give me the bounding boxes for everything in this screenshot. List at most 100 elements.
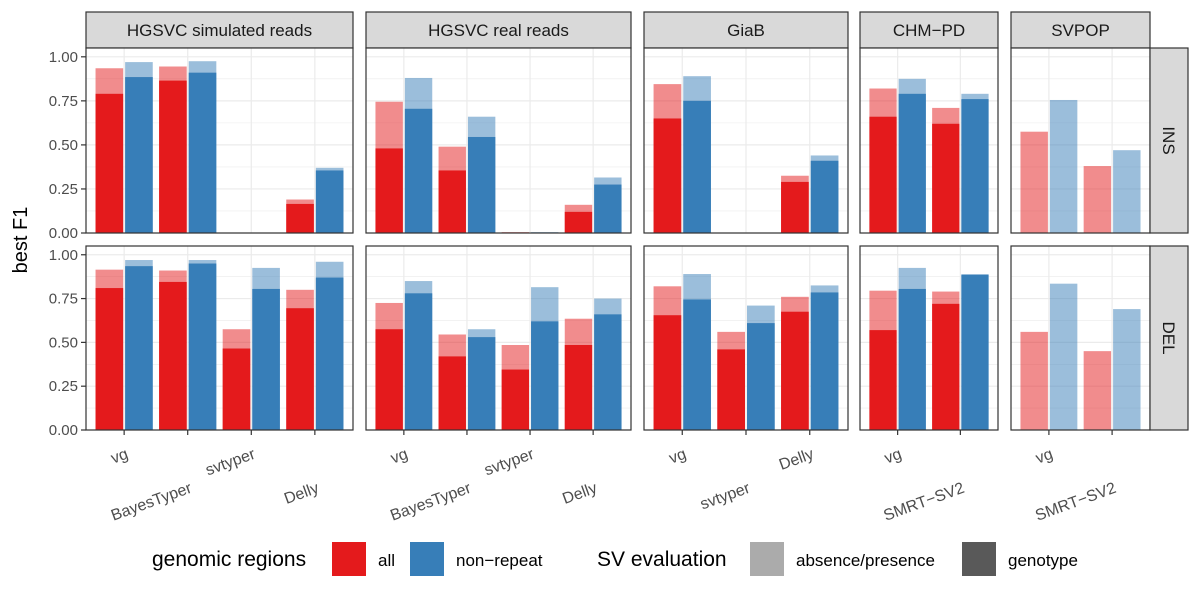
panel-border <box>85 245 354 431</box>
bar-non-repeat-genotype <box>467 136 496 233</box>
bar-non-repeat-genotype <box>961 99 989 233</box>
bar-all-genotype <box>438 170 466 233</box>
bar-all-genotype <box>717 349 745 430</box>
x-tick-label: vg <box>389 446 411 468</box>
x-tick-label: BayesTyper <box>388 480 474 525</box>
bar-non-repeat-genotype <box>683 100 711 233</box>
bar-non-repeat-genotype <box>747 323 775 430</box>
bar-non-repeat-genotype <box>810 160 839 233</box>
bar-non-repeat-genotype <box>683 299 711 430</box>
bar-all-absence-presence <box>1020 131 1048 233</box>
bar-all-genotype <box>222 348 251 430</box>
bar-all-genotype <box>564 345 593 430</box>
y-tick-label: 0.75 <box>49 291 78 308</box>
legend-label-genotype: genotype <box>1008 551 1078 570</box>
x-tick-label: vg <box>109 446 131 468</box>
x-tick-label: vg <box>1034 446 1056 468</box>
bar-all-genotype <box>286 308 314 430</box>
bar-all-genotype <box>653 315 682 430</box>
bar-all-genotype <box>564 211 593 233</box>
bar-all-genotype <box>438 356 466 430</box>
bar-non-repeat-genotype <box>188 263 217 430</box>
bar-non-repeat-genotype <box>531 321 559 430</box>
facet-strip-label: HGSVC real reads <box>428 21 569 40</box>
bar-all-genotype <box>375 148 403 233</box>
y-tick-label: 1.00 <box>49 49 78 66</box>
facet-panels: HGSVC simulated reads 0.00 0.25 0.50 0.75 1.0… <box>49 11 1189 525</box>
bar-non-repeat-absence-presence <box>1113 150 1141 233</box>
bar-non-repeat-absence-presence <box>1049 283 1078 430</box>
bar-non-repeat-genotype <box>125 77 153 233</box>
bar-all-genotype <box>501 369 530 430</box>
bar-all-genotype <box>932 123 960 233</box>
x-tick-label: Delly <box>560 480 599 508</box>
x-tick-label: svtyper <box>698 480 753 514</box>
bar-all-absence-presence <box>1083 351 1112 430</box>
bar-all-genotype <box>932 303 960 430</box>
y-tick-label: 0.50 <box>49 334 78 351</box>
bar-all-absence-presence <box>1083 166 1112 233</box>
bar-all-genotype <box>869 116 897 233</box>
bar-non-repeat-genotype <box>594 184 622 233</box>
bar-all-genotype <box>286 203 314 233</box>
panel-border <box>643 47 849 234</box>
y-tick-label: 0.00 <box>49 422 78 439</box>
bar-non-repeat-genotype <box>961 274 989 430</box>
x-tick-label: SMRT−SV2 <box>1033 480 1118 525</box>
panel-border <box>365 245 632 431</box>
y-tick-label: 0.50 <box>49 137 78 154</box>
bar-non-repeat-absence-presence <box>1113 309 1141 430</box>
y-tick-label: 0.25 <box>49 181 78 198</box>
y-axis-title: best F1 <box>10 207 32 274</box>
bar-all-absence-presence <box>1020 331 1048 430</box>
row-strip <box>1149 47 1189 234</box>
bar-non-repeat-genotype <box>252 288 280 430</box>
x-tick-label: vg <box>882 446 904 468</box>
panel-border <box>365 47 632 234</box>
legend-label-non-repeat: non−repeat <box>456 551 543 570</box>
bar-non-repeat-genotype <box>404 293 433 430</box>
bar-non-repeat-genotype <box>315 277 344 430</box>
facet-strip-label: SVPOP <box>1051 21 1110 40</box>
bar-non-repeat-genotype <box>467 337 496 430</box>
bar-all-genotype <box>159 281 187 430</box>
bar-non-repeat-genotype <box>188 72 217 234</box>
legend-swatch-genotype <box>962 542 996 576</box>
x-tick-label: BayesTyper <box>109 480 195 525</box>
x-tick-label: svtyper <box>203 446 258 480</box>
legend-swatch-non-repeat <box>410 542 444 576</box>
bar-all-genotype <box>781 311 809 430</box>
row-strip <box>1149 245 1189 431</box>
y-tick-label: 0.25 <box>49 378 78 395</box>
legend: genomic regions all non−repeat SV evaluatio… <box>152 542 1078 576</box>
bar-all-genotype <box>653 118 682 233</box>
bar-non-repeat-genotype <box>594 314 622 430</box>
bar-all-genotype <box>781 181 809 233</box>
y-tick-label: 0.75 <box>49 93 78 110</box>
x-tick-label: Delly <box>282 480 321 508</box>
facet-strip-label: GiaB <box>727 21 765 40</box>
row-strip-label: INS <box>1159 126 1178 154</box>
facet-strip <box>1010 11 1151 49</box>
facet-strip <box>859 11 999 49</box>
bar-non-repeat-genotype <box>125 266 153 430</box>
facet-strip-label: CHM−PD <box>893 21 965 40</box>
x-tick-label: SMRT−SV2 <box>881 480 966 525</box>
facet-strip <box>365 11 632 49</box>
row-strip-label: DEL <box>1159 321 1178 354</box>
bar-all-genotype <box>95 93 124 233</box>
facet-strip <box>643 11 849 49</box>
bar-non-repeat-genotype <box>315 170 344 233</box>
y-tick-label: 0.00 <box>49 225 78 242</box>
legend-swatch-all <box>332 542 366 576</box>
facet-strip <box>85 11 354 49</box>
bar-all-genotype <box>869 330 897 430</box>
bar-non-repeat-genotype <box>810 292 839 430</box>
bar-non-repeat-genotype <box>898 288 926 430</box>
bar-non-repeat-genotype <box>404 108 433 233</box>
legend-swatch-absence-presence <box>750 542 784 576</box>
facet-strip-label: HGSVC simulated reads <box>127 21 312 40</box>
legend-label-absence-presence: absence/presence <box>796 551 935 570</box>
legend-label-all: all <box>378 551 395 570</box>
